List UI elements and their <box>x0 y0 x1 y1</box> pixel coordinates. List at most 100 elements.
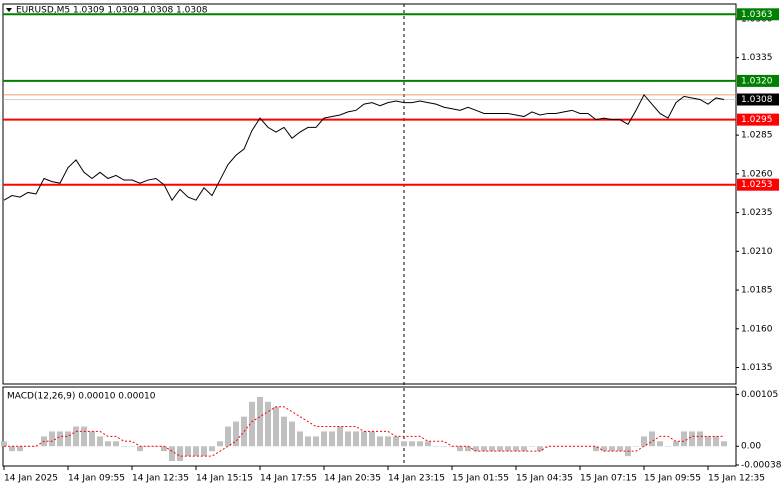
macd-bar <box>257 396 263 447</box>
macd-bar <box>545 446 551 447</box>
macd-bar <box>73 426 79 447</box>
macd-bar <box>369 431 375 447</box>
macd-bar <box>617 446 623 452</box>
macd-bar <box>81 426 87 447</box>
macd-bar <box>657 441 663 447</box>
macd-bar <box>297 431 303 447</box>
macd-bar <box>289 421 295 447</box>
y-tick-label: 1.0335 <box>741 53 773 63</box>
macd-pane <box>2 386 737 467</box>
level-label: 1.0320 <box>741 76 773 86</box>
y-tick-label: 1.0185 <box>741 286 773 296</box>
macd-bar <box>457 446 463 452</box>
macd-bar <box>377 436 383 447</box>
macd-bar <box>681 431 687 447</box>
level-label: 1.0253 <box>741 180 773 190</box>
macd-bar <box>185 446 191 457</box>
macd-bar <box>313 436 319 447</box>
macd-bar <box>113 441 119 447</box>
macd-bar <box>305 436 311 447</box>
macd-bar <box>481 446 487 452</box>
x-tick-label: 14 Jan 17:55 <box>260 474 317 484</box>
macd-bar <box>665 446 671 447</box>
signal-line <box>4 406 724 457</box>
macd-title: MACD(12,26,9) 0.00010 0.00010 <box>7 392 156 402</box>
level-box <box>737 8 779 21</box>
macd-bar <box>433 446 439 447</box>
macd-bar <box>689 431 695 447</box>
macd-bar <box>137 446 143 452</box>
macd-bar <box>217 441 223 447</box>
macd-bar <box>89 431 95 447</box>
y-tick-label: 1.0235 <box>741 208 773 218</box>
macd-bar <box>9 446 15 452</box>
main-pane <box>2 3 737 385</box>
x-tick-label: 14 Jan 2025 <box>4 474 58 484</box>
y-tick-label: 0.00 <box>741 442 761 452</box>
x-tick-label: 15 Jan 01:55 <box>452 474 509 484</box>
macd-bar <box>521 446 527 452</box>
macd-bar <box>273 406 279 447</box>
level-box <box>737 74 779 87</box>
macd-bar <box>393 436 399 447</box>
bid-box <box>737 93 779 106</box>
macd-bar <box>633 446 639 447</box>
price-line <box>3 93 725 202</box>
level-box <box>737 178 779 191</box>
macd-bar <box>641 436 647 447</box>
macd-bar <box>97 436 103 447</box>
y-tick-label: 1.0285 <box>741 131 773 141</box>
level-label: 1.0363 <box>741 10 773 20</box>
y-tick-label: 1.0160 <box>741 324 773 334</box>
y-tick-label: 0.00105 <box>741 390 778 400</box>
x-tick-label: 15 Jan 07:15 <box>580 474 637 484</box>
macd-bar <box>57 431 63 447</box>
level-box <box>737 113 779 126</box>
macd-bar <box>465 446 471 452</box>
macd-bar <box>553 446 559 447</box>
x-tick-label: 14 Jan 20:35 <box>324 474 381 484</box>
macd-bar <box>17 446 23 452</box>
x-tick-label: 14 Jan 15:15 <box>196 474 253 484</box>
macd-bar <box>105 441 111 447</box>
macd-bar <box>409 441 415 447</box>
macd-bar <box>713 436 719 447</box>
macd-bar <box>417 441 423 447</box>
macd-bar <box>129 446 135 447</box>
macd-bar <box>513 446 519 452</box>
macd-bar <box>473 446 479 452</box>
macd-bar <box>705 436 711 447</box>
macd-bar <box>121 446 127 447</box>
macd-bar <box>697 431 703 447</box>
x-tick-label: 14 Jan 23:15 <box>388 474 445 484</box>
macd-bar <box>193 446 199 457</box>
x-tick-label: 15 Jan 04:35 <box>516 474 573 484</box>
y-tick-label: 1.0260 <box>741 169 773 179</box>
bid-label: 1.0308 <box>741 95 773 105</box>
y-tick-label: 1.0135 <box>741 363 773 373</box>
macd-bar <box>33 446 39 447</box>
macd-bar <box>321 431 327 447</box>
macd-bar <box>601 446 607 452</box>
macd-bar <box>177 446 183 462</box>
macd-bar <box>425 441 431 447</box>
macd-bar <box>537 446 543 452</box>
x-tick-label: 14 Jan 09:55 <box>68 474 125 484</box>
macd-bar <box>529 446 535 447</box>
macd-bar <box>441 446 447 447</box>
macd-bar <box>585 446 591 447</box>
macd-bar <box>609 446 615 452</box>
x-tick-label: 14 Jan 12:35 <box>132 474 189 484</box>
chart-title: EURUSD,M5 1.0309 1.0309 1.0308 1.0308 <box>16 6 208 16</box>
macd-bar <box>249 401 255 447</box>
macd-bar <box>385 436 391 447</box>
macd-bar <box>209 446 215 452</box>
macd-bar <box>169 446 175 462</box>
y-tick-label: 1.0210 <box>741 247 773 257</box>
macd-bar <box>593 446 599 452</box>
macd-bar <box>569 446 575 447</box>
menu-icon[interactable] <box>6 8 12 12</box>
macd-bar <box>353 431 359 447</box>
macd-bar <box>497 446 503 452</box>
